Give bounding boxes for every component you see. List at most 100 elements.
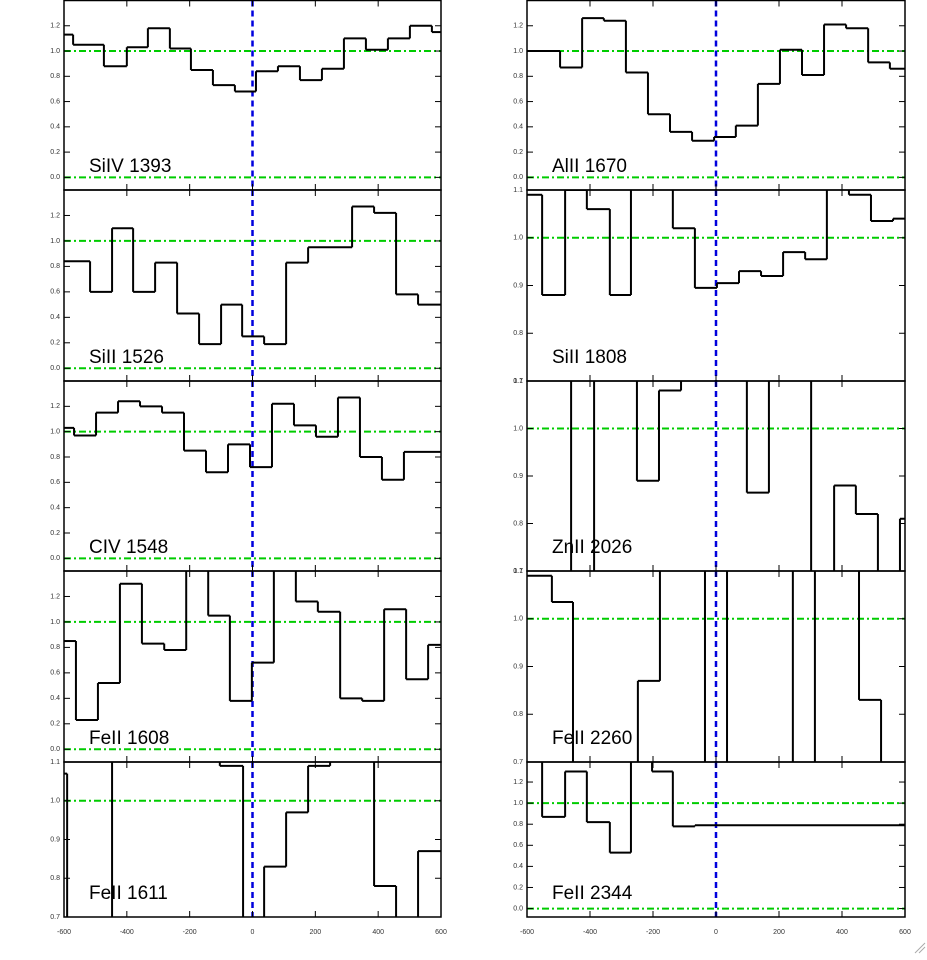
panel-label: SiII 1808 (552, 347, 627, 368)
panel: 0.7 0.8 0.9 1.0 1.1 -600 -400 -200 0 200 400 600 FeI… (50, 759, 447, 936)
y-tick-label: 0.6 (50, 479, 60, 486)
x-tick-label: -600 (520, 929, 534, 936)
x-tick-label: -400 (583, 929, 597, 936)
plot-area (527, 0, 905, 190)
y-tick-label: 0.0 (50, 365, 60, 372)
x-tick-label: -600 (57, 929, 71, 936)
plot-area (527, 190, 905, 381)
y-tick-label: 1.0 (513, 235, 523, 242)
y-tick-label: 0.2 (513, 884, 523, 891)
y-tick-label: 0.9 (513, 473, 523, 480)
y-tick-label: 0.2 (50, 530, 60, 537)
y-tick-label: 0.6 (50, 98, 60, 105)
x-tick-label: 200 (773, 929, 785, 936)
x-tick-label: 200 (309, 929, 321, 936)
x-tick-label: -200 (646, 929, 660, 936)
y-tick-label: 0.4 (50, 695, 60, 702)
y-tick-label: 1.1 (513, 378, 523, 385)
y-tick-label: 0.2 (513, 149, 523, 156)
plot-area (64, 762, 441, 917)
plot-area (527, 762, 905, 917)
y-tick-label: 0.9 (513, 663, 523, 670)
y-tick-label: 0.4 (513, 124, 523, 131)
y-tick-label: 0.7 (513, 759, 523, 766)
y-tick-label: 0.8 (50, 73, 60, 80)
x-tick-label: 400 (836, 929, 848, 936)
panel: 0.7 0.8 0.9 1.0 1.1 ZnII 2026 (513, 378, 906, 575)
y-tick-label: 1.0 (50, 798, 60, 805)
y-tick-label: 0.2 (50, 149, 60, 156)
x-tick-label: 400 (372, 929, 384, 936)
panel-label: ZnII 2026 (552, 537, 632, 558)
y-tick-label: 0.8 (50, 875, 60, 882)
plot-area (64, 381, 441, 571)
y-tick-label: 1.2 (50, 212, 60, 219)
panel: 0.7 0.8 0.9 1.0 1.1 SiII 1808 (513, 187, 906, 385)
y-tick-label: 0.8 (50, 644, 60, 651)
y-tick-label: 1.1 (50, 759, 60, 766)
panel: 0.0 0.2 0.4 0.6 0.8 1.0 1.2 CIV 1548 (50, 380, 442, 572)
panel: 0.0 0.2 0.4 0.6 0.8 1.0 1.2 SiIV 1393 (50, 0, 442, 191)
y-tick-label: 0.8 (513, 330, 523, 337)
x-tick-label: 0 (251, 929, 255, 936)
y-tick-label: 0.7 (513, 378, 523, 385)
resize-grip (914, 942, 926, 954)
y-tick-label: 0.7 (513, 568, 523, 575)
y-tick-label: 0.2 (50, 721, 60, 728)
y-tick-label: 1.0 (513, 616, 523, 623)
y-tick-label: 1.0 (513, 48, 523, 55)
y-tick-label: 0.2 (50, 340, 60, 347)
y-tick-label: 1.2 (50, 403, 60, 410)
y-tick-label: 0.6 (513, 98, 523, 105)
y-tick-label: 1.0 (513, 800, 523, 807)
y-tick-label: 0.6 (50, 289, 60, 296)
y-tick-label: 0.8 (50, 454, 60, 461)
y-tick-label: 0.4 (50, 505, 60, 512)
y-tick-label: 0.8 (513, 711, 523, 718)
y-tick-label: 0.9 (50, 836, 60, 843)
plot-area (64, 0, 441, 190)
y-tick-label: 1.2 (50, 23, 60, 30)
plot-area (527, 571, 905, 762)
panel: 0.0 0.2 0.4 0.6 0.8 1.0 1.2 -600 -400 -200 0 200 400… (513, 761, 911, 936)
y-tick-label: 1.1 (513, 187, 523, 194)
panel-label: SiIV 1393 (89, 156, 171, 177)
y-tick-label: 0.0 (50, 555, 60, 562)
y-tick-label: 1.0 (50, 48, 60, 55)
x-tick-label: 600 (899, 929, 911, 936)
y-tick-label: 0.8 (50, 263, 60, 270)
y-tick-label: 0.6 (513, 842, 523, 849)
y-tick-label: 1.0 (50, 619, 60, 626)
panel-label: AlII 1670 (552, 156, 627, 177)
y-tick-label: 0.4 (50, 314, 60, 321)
panel-label: FeII 1608 (89, 728, 169, 749)
y-tick-label: 1.2 (50, 593, 60, 600)
x-tick-label: 0 (714, 929, 718, 936)
plot-area (527, 381, 905, 571)
x-tick-label: -400 (120, 929, 134, 936)
y-tick-label: 0.0 (513, 905, 523, 912)
y-tick-label: 0.4 (513, 863, 523, 870)
y-tick-label: 1.1 (513, 568, 523, 575)
panel-label: SiII 1526 (89, 347, 164, 368)
y-tick-label: 0.0 (50, 174, 60, 181)
panel: 0.0 0.2 0.4 0.6 0.8 1.0 1.2 AlII 1670 (513, 0, 906, 191)
plot-area (64, 571, 441, 762)
panel-label: FeII 2344 (552, 883, 633, 904)
y-tick-label: 0.9 (513, 282, 523, 289)
y-tick-label: 0.4 (50, 124, 60, 131)
panel-label: FeII 1611 (89, 883, 168, 904)
y-tick-label: 1.0 (513, 425, 523, 432)
y-tick-label: 0.0 (50, 746, 60, 753)
y-tick-label: 0.7 (50, 914, 60, 921)
x-tick-label: 600 (435, 929, 447, 936)
y-tick-label: 1.2 (513, 23, 523, 30)
x-tick-label: -200 (183, 929, 197, 936)
plot-area (64, 190, 441, 381)
panel-label: FeII 2260 (552, 728, 632, 749)
y-tick-label: 0.8 (513, 821, 523, 828)
y-tick-label: 0.0 (513, 174, 523, 181)
y-tick-label: 0.8 (513, 73, 523, 80)
panel: 0.0 0.2 0.4 0.6 0.8 1.0 1.2 SiII 1526 (50, 189, 442, 382)
